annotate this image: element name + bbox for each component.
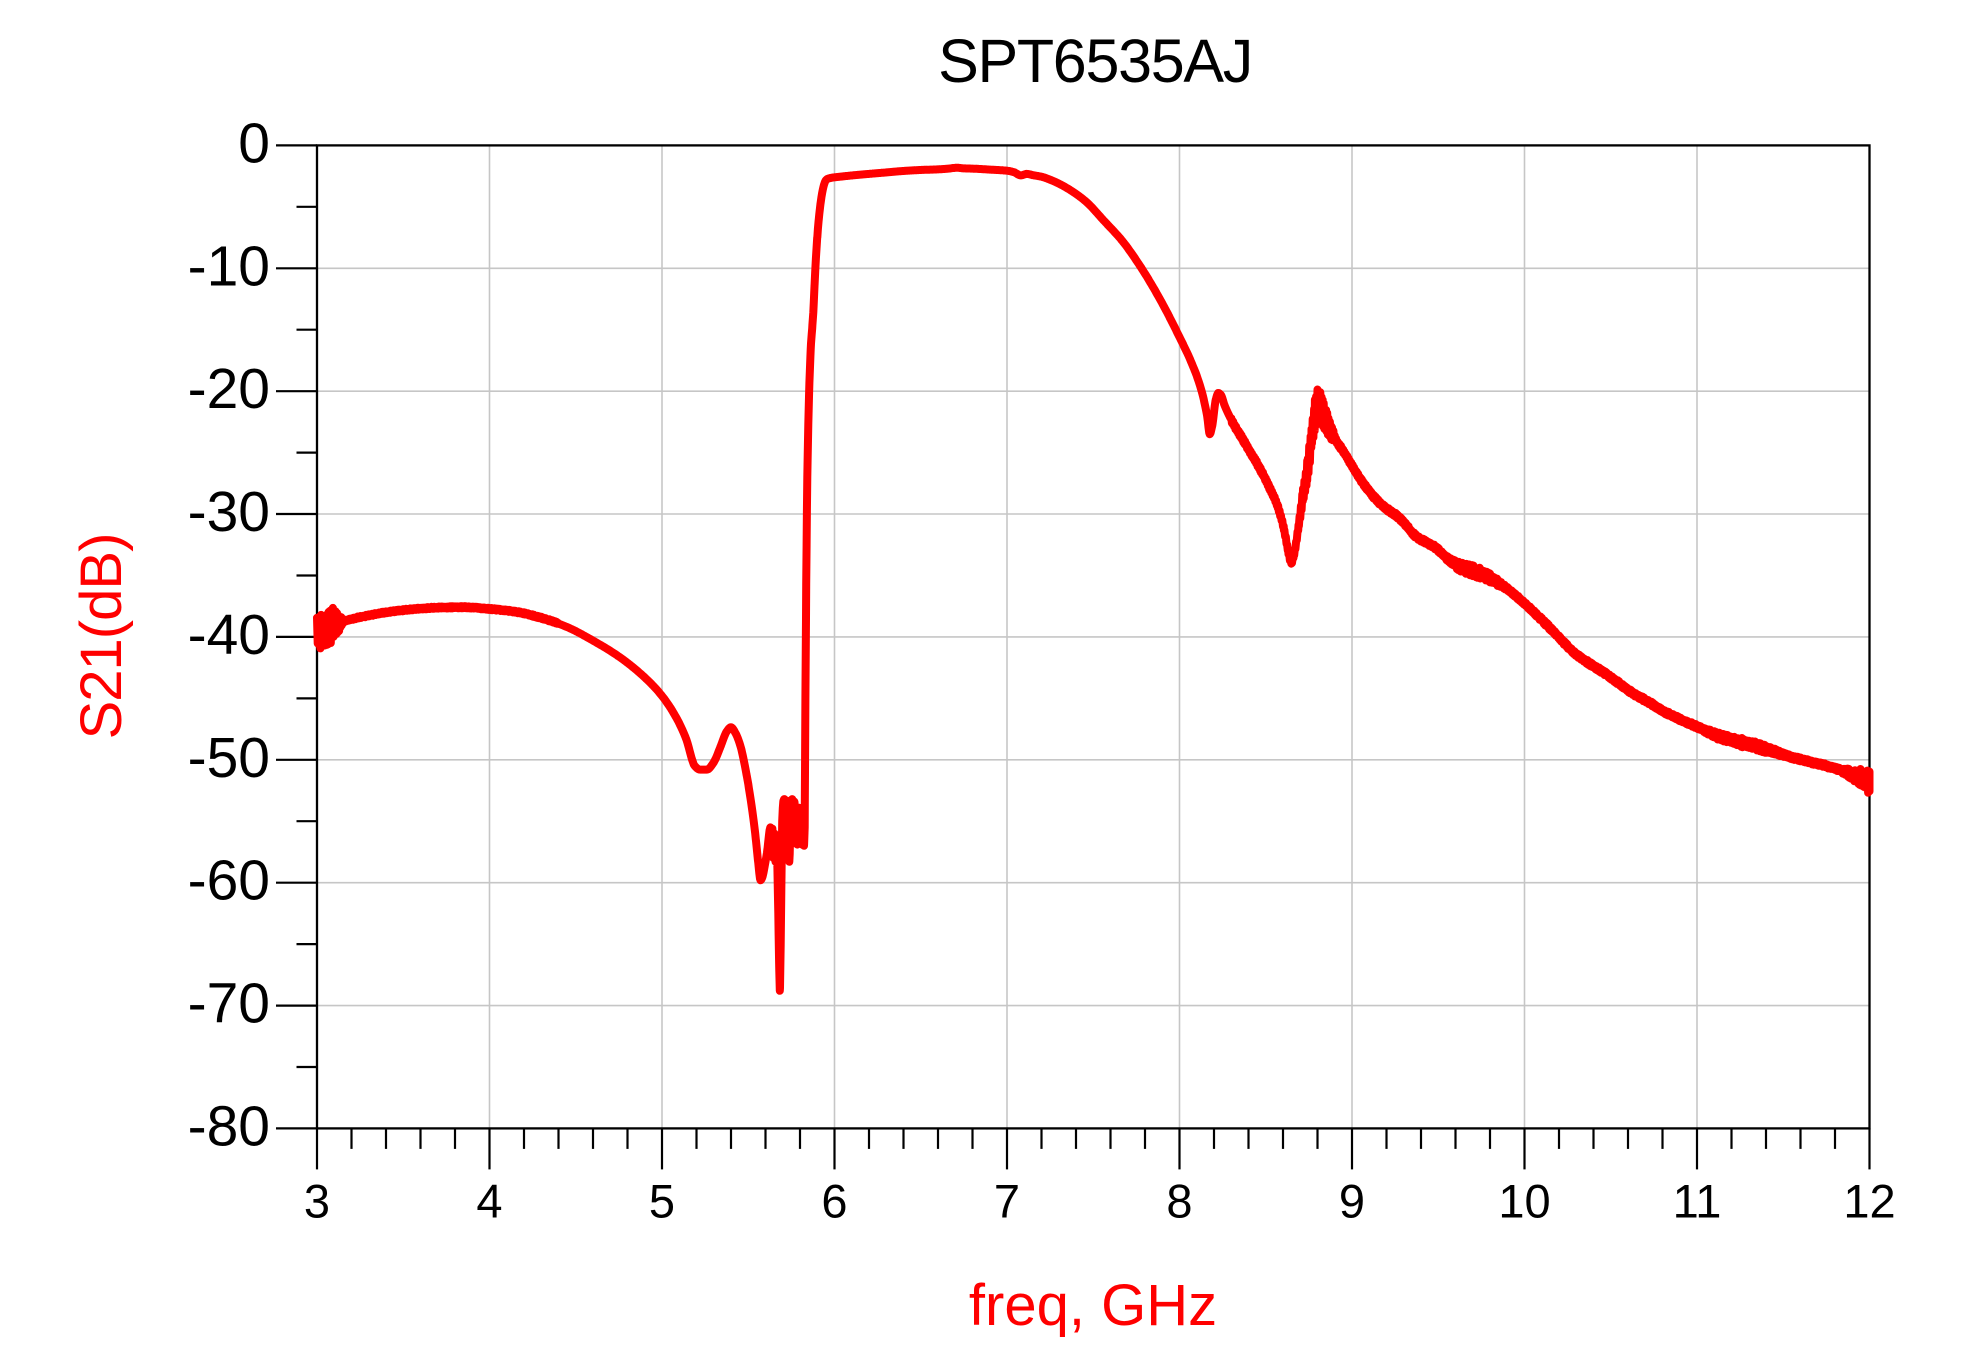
svg-text:SPT6535AJ: SPT6535AJ: [938, 27, 1252, 95]
svg-text:10: 10: [1498, 1175, 1550, 1228]
svg-text:-60: -60: [188, 849, 270, 913]
svg-text:-80: -80: [188, 1094, 270, 1158]
svg-text:freq, GHz: freq, GHz: [969, 1273, 1217, 1338]
svg-text:9: 9: [1339, 1175, 1365, 1228]
svg-text:8: 8: [1166, 1175, 1192, 1228]
svg-text:S21(dB): S21(dB): [69, 534, 134, 740]
svg-text:11: 11: [1673, 1175, 1722, 1228]
svg-text:4: 4: [476, 1175, 502, 1228]
svg-text:-70: -70: [188, 972, 270, 1036]
svg-text:3: 3: [304, 1175, 330, 1228]
svg-text:6: 6: [821, 1175, 847, 1228]
svg-text:0: 0: [238, 111, 270, 175]
svg-text:-50: -50: [188, 726, 270, 790]
svg-text:-10: -10: [188, 234, 270, 298]
svg-text:5: 5: [649, 1175, 675, 1228]
svg-text:12: 12: [1843, 1175, 1895, 1228]
svg-text:-40: -40: [188, 603, 270, 667]
svg-text:-20: -20: [188, 357, 270, 421]
svg-text:7: 7: [994, 1175, 1020, 1228]
svg-text:-30: -30: [188, 480, 270, 544]
